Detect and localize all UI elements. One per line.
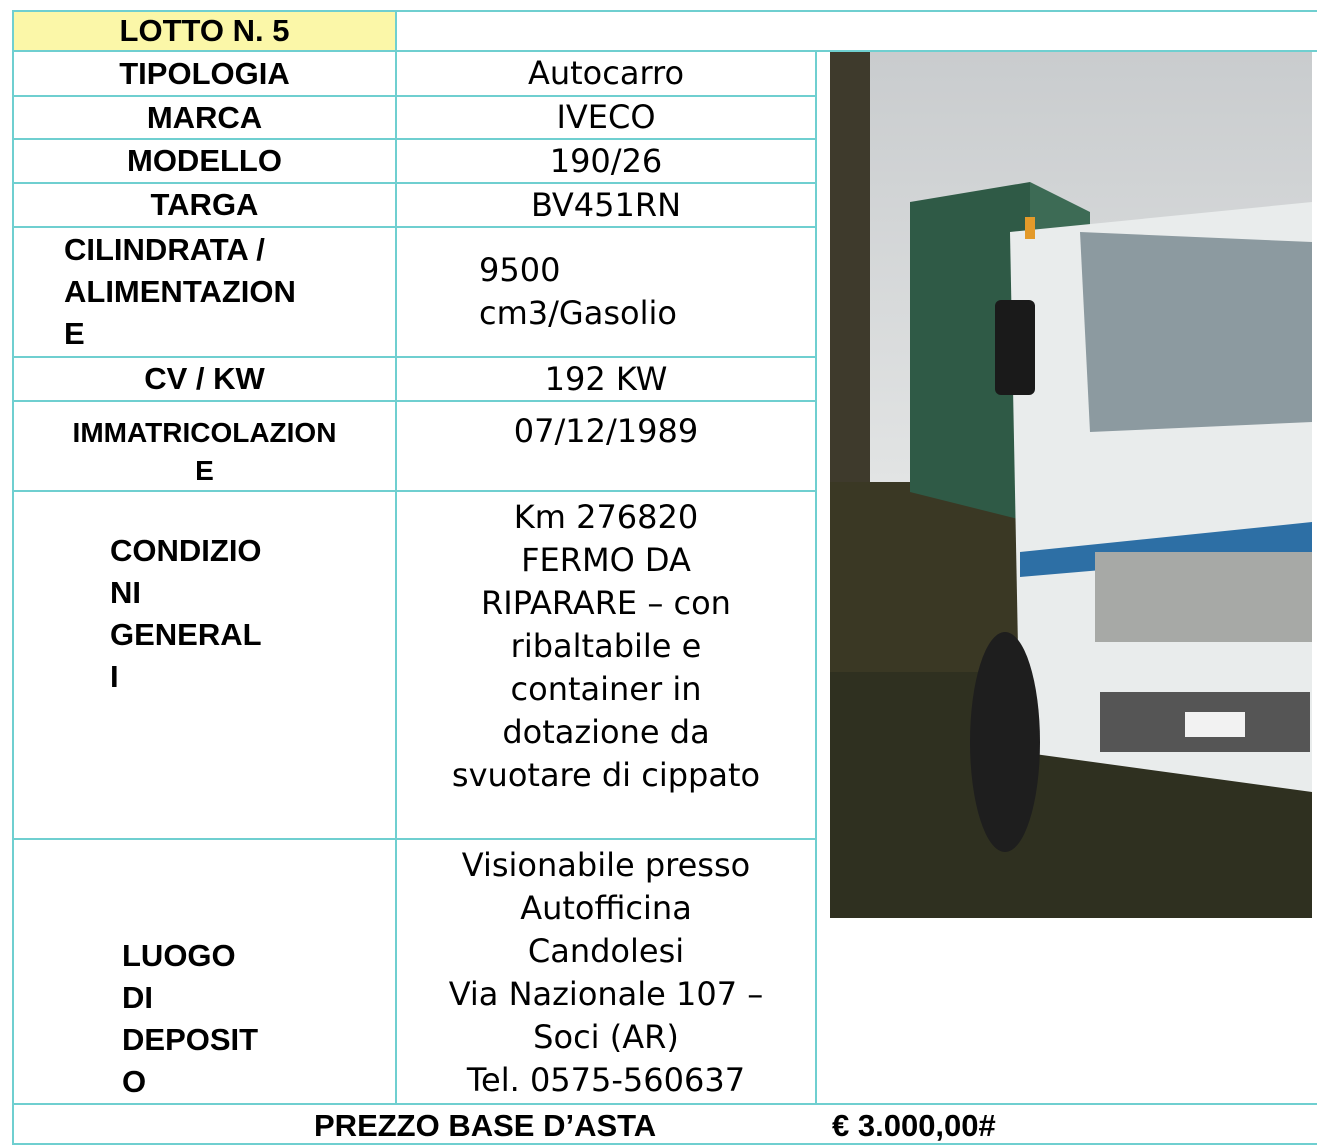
row-value: BV451RN bbox=[530, 185, 682, 224]
row-label: CILINDRATA / ALIMENTAZION E bbox=[64, 232, 296, 351]
row-label-cell: CILINDRATA / ALIMENTAZION E bbox=[12, 226, 397, 358]
row-label: CV / KW bbox=[144, 361, 265, 396]
row-label: IMMATRICOLAZION E bbox=[72, 417, 337, 486]
row-label: MARCA bbox=[146, 99, 263, 135]
row-value-cell: 9500 cm3/Gasolio bbox=[395, 226, 817, 358]
row-label-cell: CONDIZIO NI GENERAL I bbox=[12, 490, 397, 840]
row-label-cell: CV / KW bbox=[12, 356, 397, 402]
row-value-cell: IVECO bbox=[395, 95, 817, 140]
row-label-cell: LUOGO DI DEPOSIT O bbox=[12, 838, 397, 1105]
row-label-cell: TIPOLOGIA bbox=[12, 50, 397, 97]
row-label: CONDIZIO NI GENERAL I bbox=[110, 533, 262, 694]
row-label-cell: MARCA bbox=[12, 95, 397, 140]
row-value: 192 KW bbox=[544, 359, 668, 398]
truck-photo bbox=[830, 52, 1312, 918]
row-label: TIPOLOGIA bbox=[119, 55, 290, 91]
row-value: IVECO bbox=[556, 98, 656, 136]
lot-title: LOTTO N. 5 bbox=[119, 13, 290, 48]
price-row: PREZZO BASE D’ASTA € 3.000,00# bbox=[12, 1103, 1317, 1145]
row-label-cell: IMMATRICOLAZION E bbox=[12, 400, 397, 492]
header-empty bbox=[395, 10, 1317, 52]
row-value: 9500 cm3/Gasolio bbox=[479, 251, 677, 332]
row-value: Autocarro bbox=[527, 54, 685, 92]
row-value-cell: Km 276820 FERMO DA RIPARARE – con ribalt… bbox=[395, 490, 817, 840]
row-label: MODELLO bbox=[127, 143, 282, 178]
row-value: Km 276820 FERMO DA RIPARARE – con ribalt… bbox=[451, 498, 761, 794]
row-value: 07/12/1989 bbox=[513, 412, 699, 450]
price-label: PREZZO BASE D’ASTA bbox=[314, 1108, 657, 1143]
row-label-cell: TARGA bbox=[12, 182, 397, 228]
price-value: € 3.000,00# bbox=[832, 1108, 996, 1143]
row-value-cell: Visionabile presso Autofficina Candolesi… bbox=[395, 838, 817, 1105]
row-value-cell: 190/26 bbox=[395, 138, 817, 184]
row-label: TARGA bbox=[150, 187, 259, 222]
row-value: 190/26 bbox=[549, 141, 663, 180]
row-value-cell: 07/12/1989 bbox=[395, 400, 817, 492]
row-value-cell: BV451RN bbox=[395, 182, 817, 228]
row-value-cell: Autocarro bbox=[395, 50, 817, 97]
row-label-cell: MODELLO bbox=[12, 138, 397, 184]
lot-cell: LOTTO N. 5 bbox=[12, 10, 397, 52]
row-label: LUOGO DI DEPOSIT O bbox=[122, 938, 259, 1099]
row-value-cell: 192 KW bbox=[395, 356, 817, 402]
photo-cell bbox=[815, 50, 1317, 1105]
row-value: Visionabile presso Autofficina Candolesi… bbox=[448, 846, 764, 1099]
